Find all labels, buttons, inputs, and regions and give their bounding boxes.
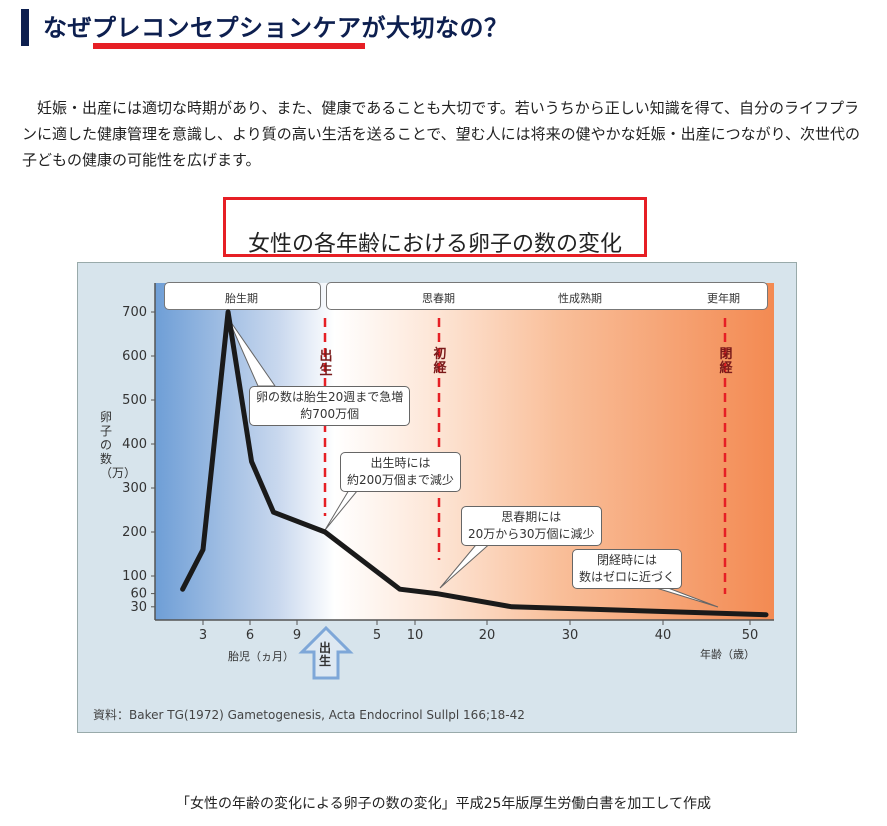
marker-label-menarche: 初経	[433, 347, 447, 376]
x-tick-label: 10	[407, 628, 424, 643]
y-tick-label: 100	[122, 569, 147, 584]
annotation-peak: 卵の数は胎生20週まで急増 約700万個	[249, 386, 411, 426]
phase-label: 思春期	[422, 292, 455, 305]
phase-label: 更年期	[707, 292, 740, 305]
x-tick-label: 5	[373, 628, 381, 643]
figure-caption: 「女性の年齢の変化による卵子の数の変化」平成25年版厚生労働白書を加工して作成	[176, 796, 711, 812]
x-tick-label: 30	[562, 628, 579, 643]
y-tick-label: 700	[122, 305, 147, 320]
heading-underline	[93, 43, 365, 49]
phase-bar: 思春期 性成熟期 更年期	[326, 282, 768, 310]
x-tick-label: 40	[655, 628, 672, 643]
y-tick-label: 400	[122, 437, 147, 452]
y-tick-label: 60	[130, 587, 147, 602]
x-axis-label-fetal: 胎児（ヵ月）	[228, 650, 294, 663]
phase-fetal: 胎生期	[164, 282, 321, 310]
x-tick-label: 9	[293, 628, 301, 643]
series-line	[180, 309, 769, 618]
x-axis-label-age: 年齢（歳）	[700, 648, 755, 661]
annotation-menopause: 閉経時には 数はゼロに近づく	[572, 549, 683, 589]
y-tick-label: 30	[130, 600, 147, 615]
y-tick-label: 600	[122, 349, 147, 364]
intro-paragraph: 妊娠・出産には適切な時期があり、また、健康であることも大切です。若いうちから正し…	[22, 99, 861, 169]
marker-label-birth: 出生	[319, 349, 333, 378]
heading-bar	[21, 9, 29, 46]
birth-arrow-icon	[298, 625, 354, 680]
x-tick-label: 6	[246, 628, 254, 643]
callout-pointer	[439, 539, 496, 589]
y-tick-label: 300	[122, 481, 147, 496]
birth-arrow-label: 出生	[319, 641, 332, 668]
page-title: なぜプレコンセプションケアが大切なの？	[43, 14, 509, 42]
x-tick-label: 20	[479, 628, 496, 643]
y-tick-label: 500	[122, 393, 147, 408]
y-axis-label: 卵子の数（万）	[100, 410, 136, 480]
phase-label: 胎生期	[225, 292, 258, 305]
x-tick-label: 50	[742, 628, 759, 643]
marker-label-menopause: 閉経	[719, 347, 733, 376]
annotation-birth: 出生時には 約200万個まで減少	[340, 452, 461, 492]
chart-title: 女性の各年齢における卵子の数の変化	[247, 232, 622, 257]
source-note: 資料：Baker TG(1972) Gametogenesis, Acta En…	[93, 708, 525, 722]
y-tick-label: 200	[122, 525, 147, 540]
phase-label: 性成熟期	[558, 292, 602, 305]
annotation-puberty: 思春期には 20万から30万個に減少	[461, 506, 602, 546]
chart-title-frame	[223, 197, 647, 257]
x-tick-label: 3	[199, 628, 207, 643]
